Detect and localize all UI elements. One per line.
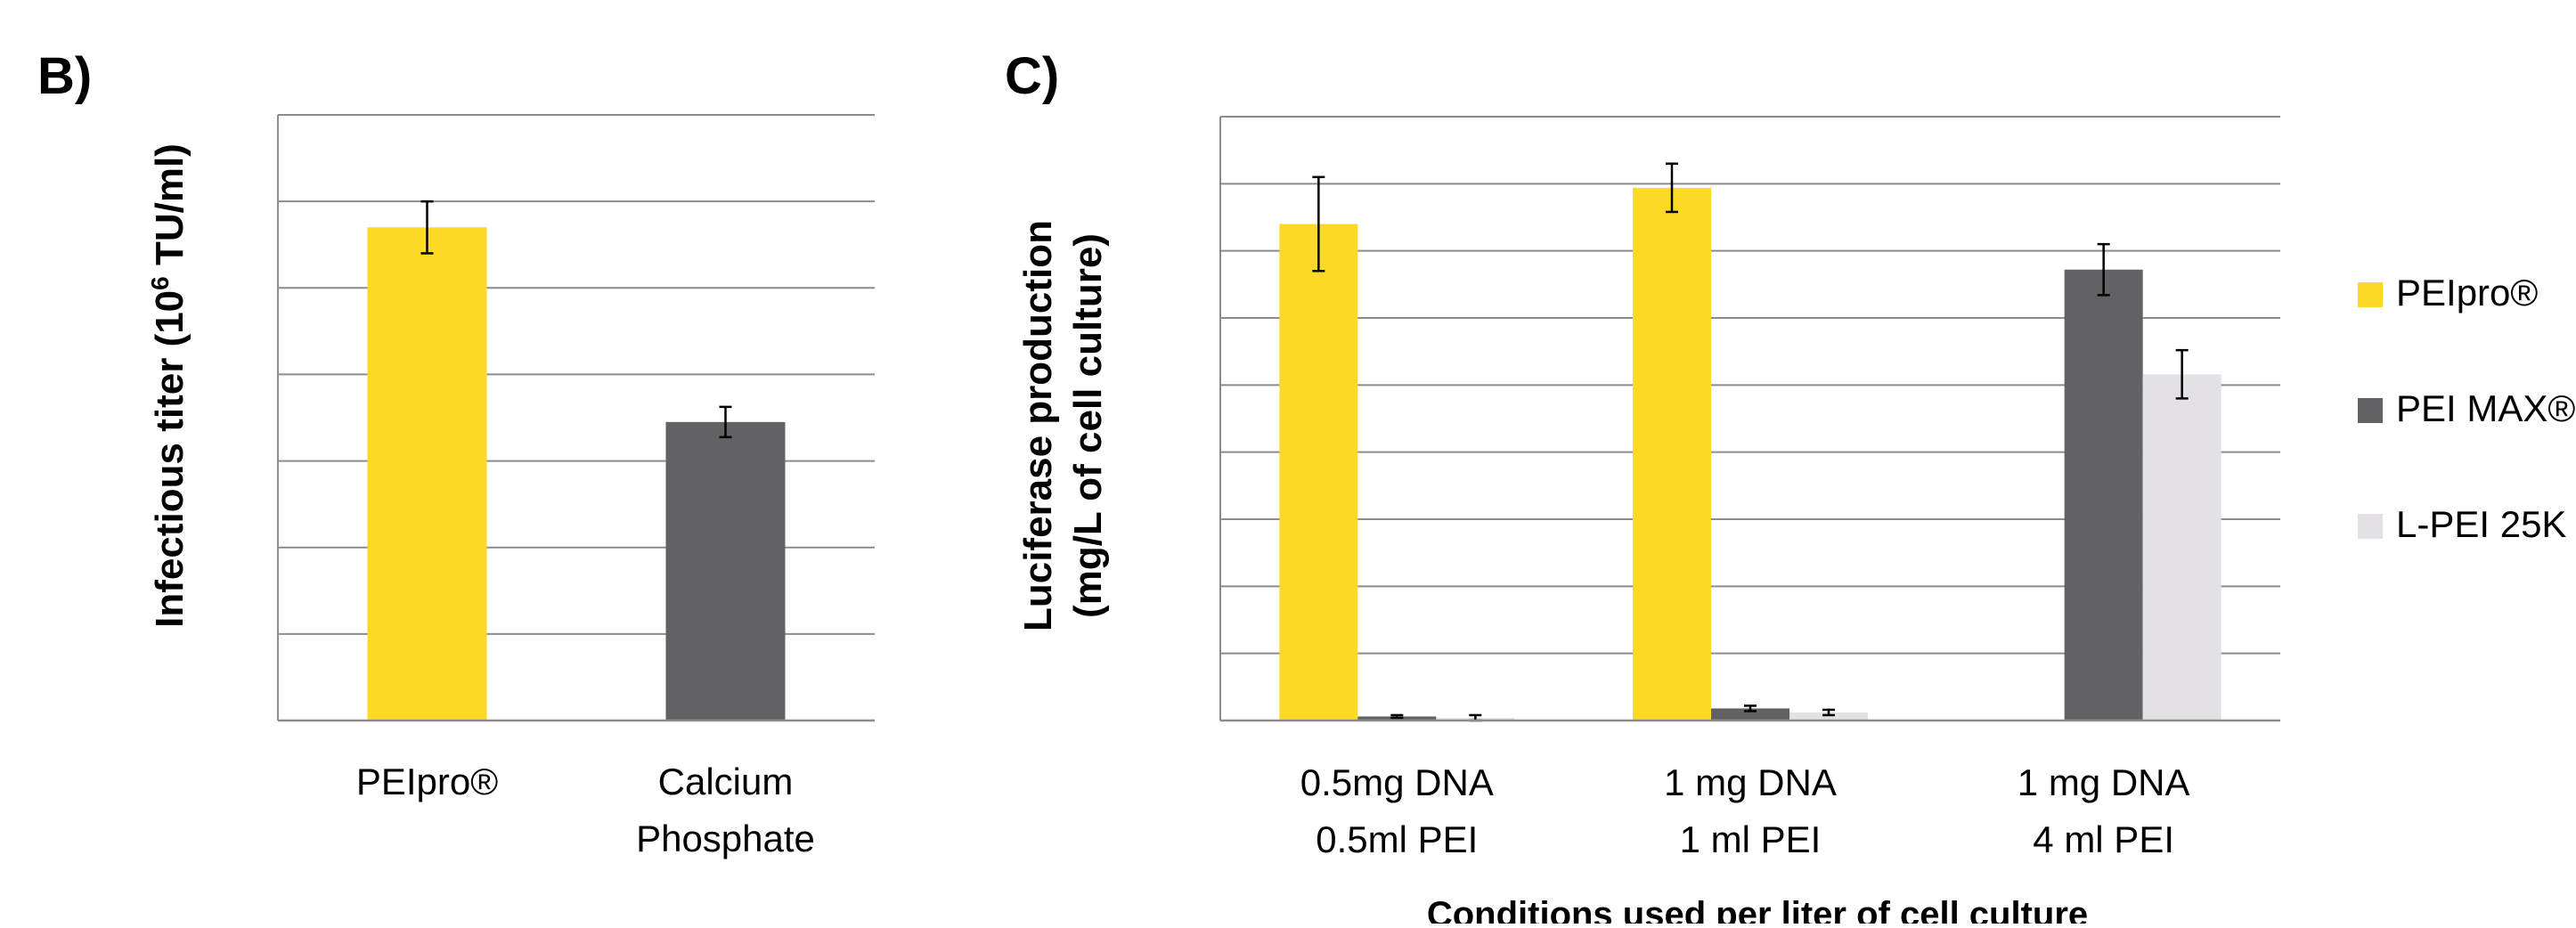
legend-label: L-PEI 25K <box>2396 503 2566 545</box>
c-error-bars <box>1312 162 2189 722</box>
b-error-bars <box>420 199 732 439</box>
b-y-label-text: Infectious titer (10 <box>148 290 192 628</box>
c-y-label-line: Luciferase production <box>1016 220 1060 631</box>
chart-b: B) PEIpro® Calcium Phosphate Infectious ti… <box>37 47 875 859</box>
c-bar <box>1633 187 1711 720</box>
b-x-tick-line: Calcium <box>658 761 794 802</box>
c-x-tick-label: 1 mg DNA 1 ml PEI <box>1664 761 1837 860</box>
c-x-tick-line: 0.5mg DNA <box>1300 761 1494 803</box>
b-x-tick-labels: PEIpro® Calcium Phosphate <box>356 761 815 859</box>
legend-label: PEIpro® <box>2396 272 2538 313</box>
legend-swatch <box>2358 514 2383 539</box>
c-x-axis-label: Conditions used per liter of cell cultur… <box>1427 895 2088 924</box>
legend-label: PEI MAX® <box>2396 387 2575 429</box>
c-bar <box>1279 224 1358 721</box>
b-y-label-superscript: 6 <box>146 276 174 290</box>
c-bar <box>1711 708 1789 720</box>
panel-label-b: B) <box>37 47 92 105</box>
c-bar <box>2142 374 2221 720</box>
b-bar <box>665 421 786 720</box>
c-x-tick-label: 1 mg DNA 4 ml PEI <box>2018 761 2190 860</box>
b-bar <box>367 227 487 721</box>
legend-swatch <box>2358 398 2383 423</box>
c-x-tick-line: 0.5ml PEI <box>1316 818 1478 860</box>
b-x-tick-label: PEIpro® <box>356 761 498 802</box>
c-y-axis-label: Luciferase production (mg/L of cell cultu… <box>1016 220 1110 631</box>
legend-swatch <box>2358 282 2383 307</box>
b-x-tick-label: Calcium Phosphate <box>636 761 815 859</box>
b-y-label-unit: TU/ml) <box>148 143 192 276</box>
panel-label-c: C) <box>1005 47 1059 105</box>
c-bar <box>1789 712 1868 720</box>
c-bars <box>1279 187 2221 721</box>
b-x-tick-line: Phosphate <box>636 818 815 859</box>
c-x-tick-line: 1 ml PEI <box>1680 818 1822 860</box>
c-x-tick-line: 4 ml PEI <box>2033 818 2174 860</box>
b-bars <box>367 227 786 721</box>
b-x-tick-line: PEIpro® <box>356 761 498 802</box>
c-x-tick-line: 1 mg DNA <box>2018 761 2190 803</box>
legend: PEIpro® PEI MAX® L-PEI 25K <box>2358 272 2575 545</box>
c-y-label-line: (mg/L of cell culture) <box>1066 233 1110 618</box>
c-bar <box>2064 269 2143 720</box>
b-y-axis-label: Infectious titer (106 TU/ml) <box>146 143 192 628</box>
c-x-tick-line: 1 mg DNA <box>1664 761 1837 803</box>
c-x-tick-label: 0.5mg DNA 0.5ml PEI <box>1300 761 1494 860</box>
